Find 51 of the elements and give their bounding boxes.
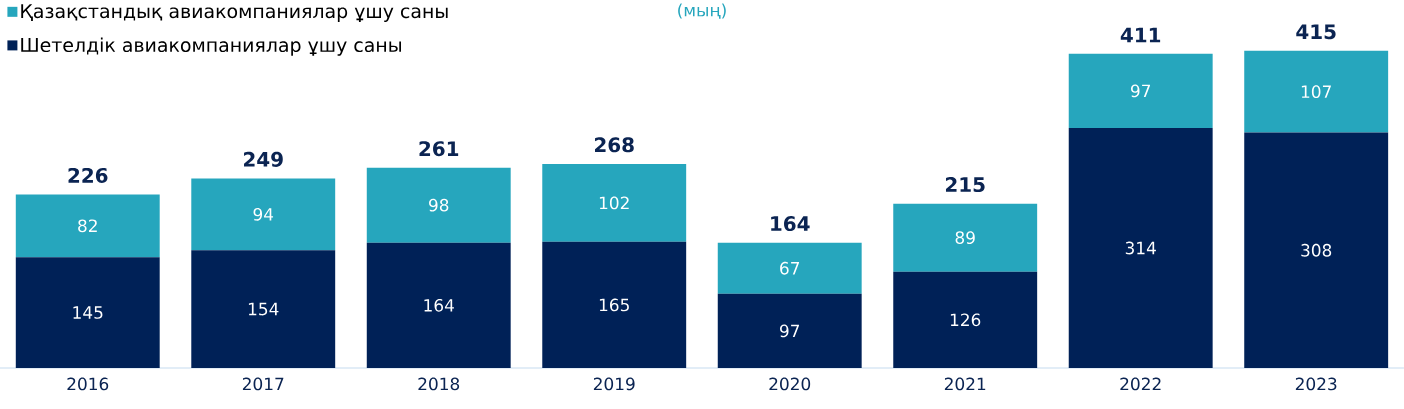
bar: [191, 250, 336, 368]
data-label: 97: [780, 324, 800, 338]
bar: [717, 293, 862, 368]
bar: [1068, 53, 1213, 128]
bar: [15, 194, 160, 258]
bar: [15, 257, 160, 368]
total-label: 226: [68, 167, 108, 183]
data-label: 89: [955, 231, 975, 245]
bar: [542, 241, 687, 368]
bar: [1244, 50, 1389, 133]
total-label: 268: [595, 137, 634, 153]
data-label: 97: [1130, 84, 1151, 98]
x-tick-label: 2017: [242, 377, 284, 391]
bar: [1244, 132, 1389, 368]
bar: [717, 242, 862, 294]
data-label: 165: [599, 298, 629, 312]
data-label: 314: [1125, 241, 1156, 255]
bar: [366, 242, 511, 368]
legend-label: Шетелдік авиакомпаниялар ұшу саны: [21, 37, 401, 56]
data-label: 107: [1301, 85, 1331, 99]
x-tick-label: 2022: [1120, 377, 1161, 391]
total-label: 164: [771, 216, 810, 232]
data-label: 308: [1301, 243, 1332, 257]
data-label: 67: [780, 261, 800, 275]
x-tick-label: 2021: [944, 377, 986, 391]
data-label: 82: [78, 219, 97, 233]
chart-subtitle: (мың): [678, 3, 726, 19]
x-tick-label: 2016: [67, 377, 109, 391]
total-label: 215: [945, 177, 985, 193]
data-label: 126: [950, 313, 981, 327]
x-tick-label: 2020: [769, 377, 811, 391]
data-label: 102: [599, 196, 629, 210]
total-label: 261: [419, 141, 459, 157]
bar: [191, 178, 336, 251]
x-tick-label: 2018: [418, 377, 460, 391]
x-tick-label: 2019: [593, 377, 635, 391]
total-label: 411: [1120, 27, 1161, 43]
legend-label: Қазақстандық авиакомпаниялар ұшу саны: [21, 4, 448, 22]
data-label: 145: [73, 306, 103, 319]
total-label: 415: [1296, 24, 1336, 40]
data-label: 164: [424, 298, 454, 312]
bar: [893, 271, 1038, 368]
bar: [542, 163, 687, 242]
data-label: 94: [253, 207, 274, 221]
data-label: 154: [248, 302, 279, 316]
x-tick-label: 2023: [1295, 377, 1337, 391]
bar: [366, 167, 511, 243]
bar: [1068, 127, 1213, 368]
data-label: 98: [429, 198, 449, 212]
total-label: 249: [244, 151, 283, 167]
bar: [893, 203, 1038, 272]
